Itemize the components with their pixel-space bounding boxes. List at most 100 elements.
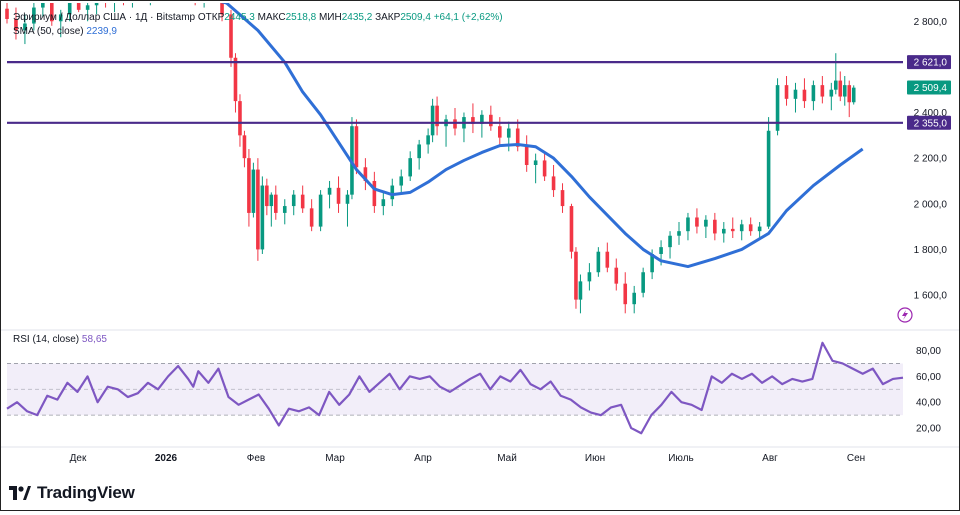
price-label-text: 2 355,0 [914, 118, 948, 129]
candle-down [713, 212, 717, 241]
tradingview-logo[interactable]: TradingView [9, 483, 135, 503]
low-label: МИН [318, 12, 342, 23]
candle-body [251, 169, 256, 213]
y-tick-label: 1 800,0 [914, 245, 948, 256]
candle-up [596, 247, 601, 277]
lightning-icon[interactable] [897, 307, 913, 323]
y-tick-label: 2 200,0 [914, 154, 948, 165]
candle-up [131, 3, 133, 8]
x-tick-label: 2026 [155, 453, 178, 464]
candle-body [574, 251, 578, 300]
candle-body [515, 128, 520, 147]
candle-down [435, 96, 439, 136]
sma-legend[interactable]: SMA (50, close) 2239,9 [13, 26, 117, 37]
candle-up [291, 190, 296, 216]
candle-up [739, 219, 744, 241]
candle-body [309, 208, 314, 227]
candle-body [453, 119, 457, 129]
high-label: МАКС [257, 12, 286, 23]
candle-up [149, 3, 151, 6]
candle-down [122, 3, 124, 6]
candle-body [220, 3, 224, 15]
candle-down [14, 7, 18, 40]
candle-up [85, 3, 90, 22]
open-label: ОТКР [197, 12, 225, 23]
candle-body [229, 14, 233, 58]
candle-body [260, 185, 265, 250]
candle-body [381, 199, 386, 207]
candle-up [793, 82, 798, 113]
candle-up [430, 98, 435, 143]
candle-up [327, 180, 332, 209]
candle-up [318, 190, 323, 232]
candle-body [551, 176, 556, 191]
candle-body [650, 253, 654, 273]
candle-body [247, 158, 251, 213]
candle-up [686, 212, 690, 241]
candle-up [399, 169, 404, 193]
candle-up [32, 3, 36, 31]
candle-up [251, 162, 256, 218]
x-tick-label: Сен [847, 453, 865, 464]
candle-up [506, 121, 511, 152]
candle-body [569, 206, 574, 252]
candle-body [113, 1, 117, 3]
candle-body [847, 85, 852, 103]
rsi-legend[interactable]: RSI (14, close) 58,65 [13, 334, 107, 345]
candle-down [560, 183, 565, 213]
candle-down [524, 135, 529, 172]
candle-body [506, 128, 511, 138]
y-tick-label: 1 600,0 [914, 291, 948, 302]
candle-down [574, 247, 578, 309]
open-value: 2445,3 [224, 12, 255, 23]
candle-up [282, 199, 287, 225]
candle-down [211, 1, 215, 3]
candle-up [704, 215, 708, 239]
candle-body [695, 217, 699, 227]
candle-body [318, 194, 323, 227]
y-tick-label: 2 000,0 [914, 199, 948, 210]
candle-down [542, 151, 547, 181]
x-tick-label: Май [497, 453, 517, 464]
price-plot-area [5, 1, 864, 314]
candle-body [336, 187, 341, 204]
candle-up [390, 178, 395, 207]
symbol-legend[interactable]: Эфириум / Доллар США · 1Д · Bitstamp ОТК… [13, 12, 503, 23]
price-label-bg [907, 115, 951, 130]
candle-up [113, 1, 117, 13]
rsi-tick-label: 80,00 [916, 346, 941, 357]
candle-up [417, 139, 421, 170]
tradingview-icon [9, 486, 31, 500]
price-label: 2 509,4 [907, 80, 951, 95]
candle-up [58, 9, 63, 38]
candle-down [551, 165, 556, 197]
candle-body [480, 114, 484, 124]
candle-down [605, 242, 610, 273]
candle-body [265, 185, 269, 207]
close-value: 2509,4 [400, 12, 431, 23]
candle-body [542, 160, 547, 177]
candle-body [291, 194, 296, 207]
candle-body [775, 85, 780, 131]
candle-body [668, 235, 672, 248]
candle-down [695, 208, 699, 234]
candle-body [713, 219, 717, 234]
candle-body [233, 57, 238, 102]
candle-body [471, 117, 475, 124]
candle-up [426, 128, 430, 154]
candle-up [757, 222, 762, 239]
candle-down [784, 76, 789, 106]
candle-down [229, 9, 233, 67]
candle-body [430, 105, 435, 136]
candle-body [614, 267, 619, 284]
candle-down [247, 149, 251, 227]
x-tick-label: Дек [70, 453, 87, 464]
candle-up [641, 267, 645, 298]
candle-down [748, 217, 753, 236]
candle-body [85, 5, 90, 10]
rsi-tick-label: 60,00 [916, 372, 941, 383]
candle-down [569, 203, 574, 259]
candle-down [489, 105, 493, 131]
candle-up [41, 3, 45, 17]
